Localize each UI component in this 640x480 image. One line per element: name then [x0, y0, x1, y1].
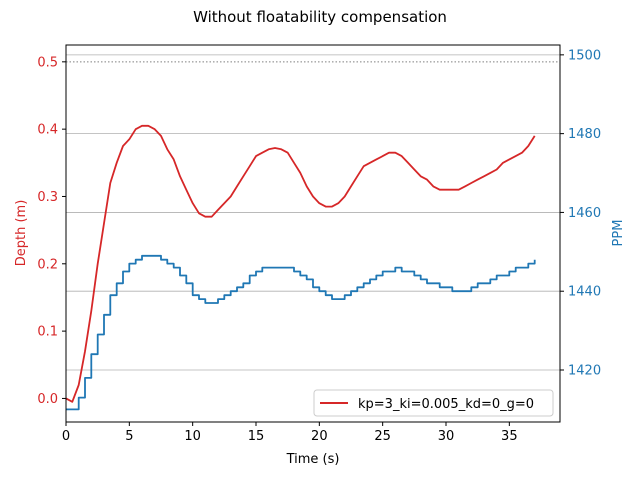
y-axis-left-label: Depth (m) [14, 200, 29, 267]
y-right-tick-label-1460: 1460 [568, 206, 601, 221]
x-tick-label-20: 20 [311, 429, 328, 444]
y-left-tick-label-0.3: 0.3 [37, 190, 58, 205]
y-right-tick-label-1420: 1420 [568, 364, 601, 379]
x-tick-label-35: 35 [501, 429, 518, 444]
x-tick-label-15: 15 [248, 429, 265, 444]
y-left-tick-label-0.4: 0.4 [37, 123, 58, 138]
x-tick-label-25: 25 [374, 429, 391, 444]
x-tick-label-10: 10 [184, 429, 201, 444]
y-right-tick-label-1480: 1480 [568, 127, 601, 142]
x-tick-label-0: 0 [62, 429, 70, 444]
x-axis-label: Time (s) [286, 452, 340, 467]
x-tick-label-5: 5 [125, 429, 133, 444]
y-left-tick-label-0.2: 0.2 [37, 257, 58, 272]
y-left-tick-label-0.0: 0.0 [37, 392, 58, 407]
legend: kp=3_ki=0.005_kd=0_g=0 [314, 390, 553, 416]
y-right-tick-label-1500: 1500 [568, 48, 601, 63]
legend-label-depth: kp=3_ki=0.005_kd=0_g=0 [358, 397, 534, 412]
x-tick-label-30: 30 [438, 429, 455, 444]
y-right-tick-label-1440: 1440 [568, 285, 601, 300]
y-left-tick-label-0.5: 0.5 [37, 55, 58, 70]
y-axis-right-label: PPM [611, 220, 626, 247]
chart-title: Without floatability compensation [193, 8, 447, 26]
y-left-tick-label-0.1: 0.1 [37, 325, 58, 340]
